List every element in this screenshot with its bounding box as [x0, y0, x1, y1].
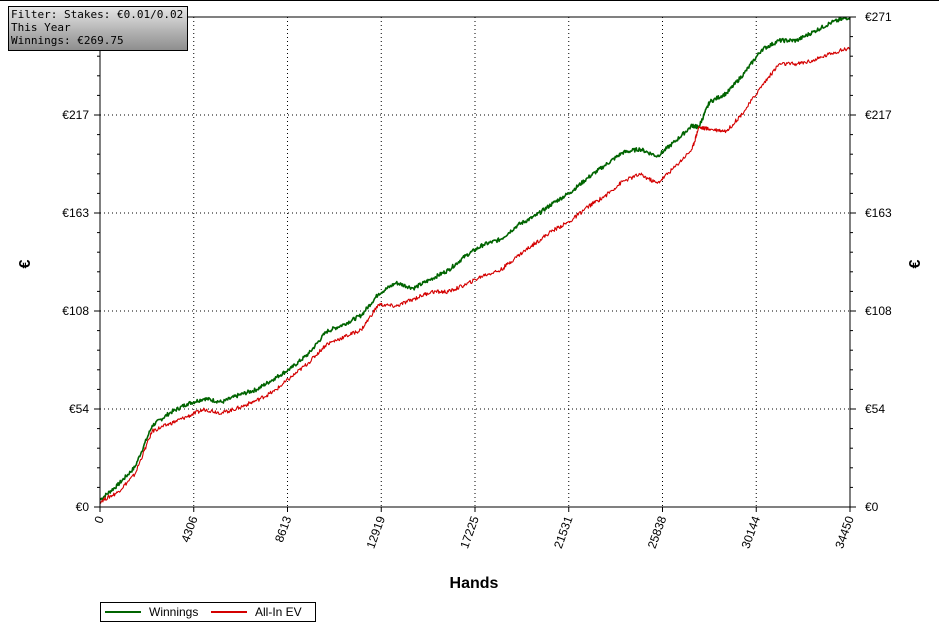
series-layer	[99, 16, 851, 504]
filter-info-box: Filter: Stakes: €0.01/0.02 NL This Year …	[8, 6, 188, 51]
chart-legend: Winnings All-In EV	[100, 602, 316, 622]
x-tick-label: 30144	[738, 514, 763, 550]
y-tick-label-left: €54	[69, 402, 89, 416]
y-tick-label-right: €54	[865, 402, 885, 416]
x-tick-label: 21531	[551, 514, 576, 550]
y-tick-label-right: €108	[865, 304, 892, 318]
grid-layer	[100, 17, 850, 507]
y-tick-label-right: €163	[865, 206, 892, 220]
x-axis-title: Hands	[450, 575, 499, 592]
legend-swatch-all-in-ev	[211, 611, 247, 613]
series-line-all-in-ev	[99, 46, 851, 504]
period-text: This Year	[11, 21, 71, 34]
y-tick-label-right: €271	[865, 10, 892, 24]
y-tick-label-right: €0	[865, 500, 879, 514]
winnings-total-text: Winnings: €269.75	[11, 34, 124, 47]
x-tick-label: 34450	[832, 514, 857, 550]
y-tick-label-left: €0	[76, 500, 90, 514]
y-tick-label-left: €108	[62, 304, 89, 318]
series-line-winnings	[99, 16, 851, 501]
legend-label-all-in-ev: All-In EV	[255, 605, 302, 619]
x-tick-label: 17225	[457, 514, 482, 550]
legend-item-all-in-ev: All-In EV	[211, 605, 302, 619]
y-tick-label-left: €163	[62, 206, 89, 220]
y-axis-title-left: €	[17, 259, 34, 268]
x-tick-label: 0	[91, 514, 107, 525]
plot-area-frame	[99, 16, 851, 508]
top-border-line	[0, 0, 939, 1]
legend-swatch-winnings	[105, 611, 141, 613]
y-axis-title-right: €	[907, 259, 924, 268]
filter-text: Filter: Stakes: €0.01/0.02 NL	[11, 8, 188, 21]
y-tick-label-right: €217	[865, 108, 892, 122]
legend-item-winnings: Winnings	[105, 605, 198, 619]
y-tick-label-left: €217	[62, 108, 89, 122]
legend-label-winnings: Winnings	[149, 605, 199, 619]
x-tick-label: 25838	[645, 514, 670, 550]
x-tick-label: 4306	[178, 514, 200, 544]
x-tick-label: 8613	[272, 514, 294, 544]
x-tick-label: 12919	[363, 514, 388, 550]
